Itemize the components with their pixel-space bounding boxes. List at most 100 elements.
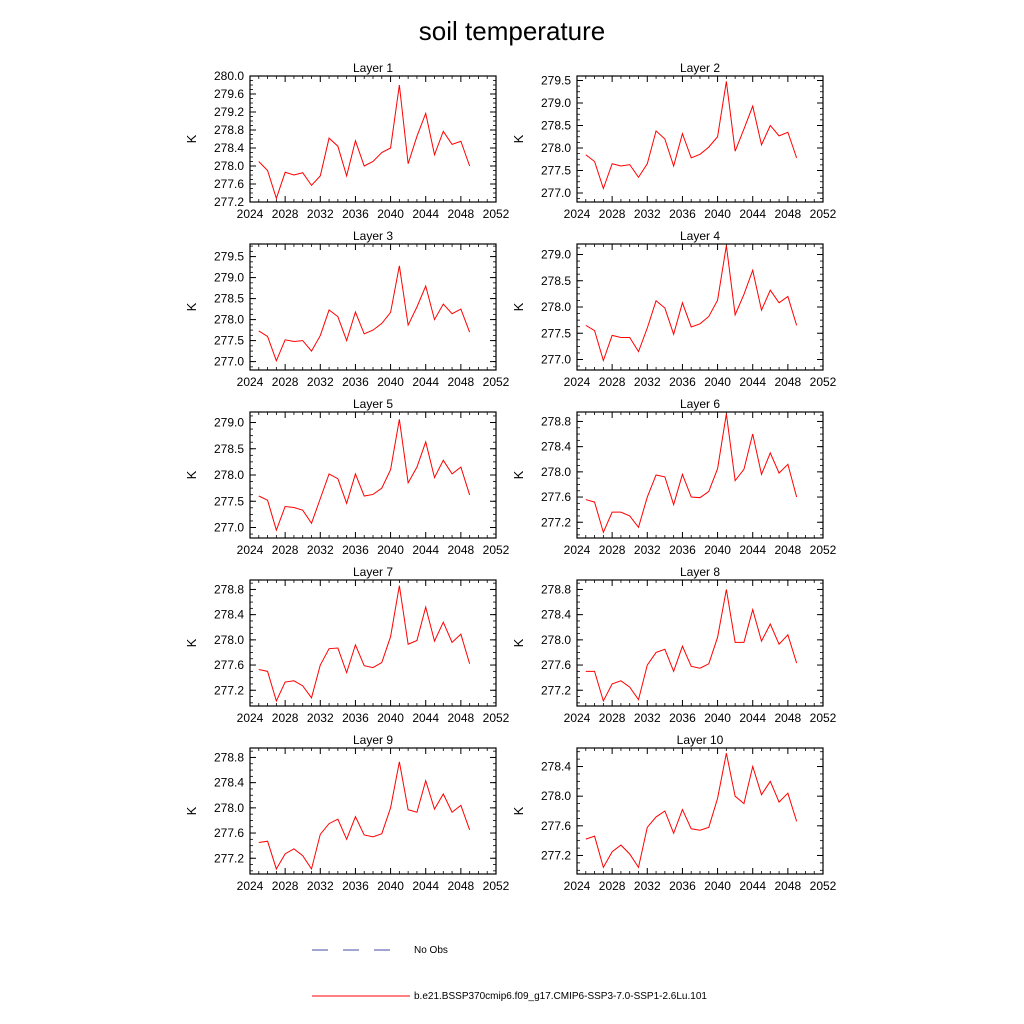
y-axis-label: K	[184, 134, 199, 143]
y-tick-label: 278.4	[541, 760, 571, 774]
series-line	[585, 245, 798, 363]
x-tick-label: 2044	[739, 543, 766, 557]
x-tick-label: 2040	[377, 207, 404, 221]
x-tick-label: 2028	[272, 711, 299, 725]
x-tick-label: 2040	[704, 375, 731, 389]
x-tick-label: 2032	[307, 207, 334, 221]
x-tick-label: 2032	[634, 207, 661, 221]
y-tick-label: 278.0	[214, 801, 244, 815]
x-tick-label: 2036	[669, 711, 696, 725]
y-tick-label: 279.0	[214, 416, 244, 430]
x-tick-label: 2024	[237, 711, 264, 725]
y-tick-label: 277.6	[541, 819, 571, 833]
y-tick-label: 277.6	[214, 658, 244, 672]
y-tick-label: 277.2	[541, 515, 571, 529]
x-tick-label: 2052	[483, 543, 510, 557]
series-line	[258, 585, 471, 703]
x-tick-label: 2044	[412, 711, 439, 725]
x-tick-label: 2024	[237, 375, 264, 389]
x-tick-label: 2036	[669, 879, 696, 893]
plot-frame	[576, 243, 824, 371]
x-tick-label: 2048	[775, 207, 802, 221]
y-tick-label: 277.2	[214, 851, 244, 865]
y-tick-label: 278.5	[214, 442, 244, 456]
x-tick-label: 2032	[634, 543, 661, 557]
x-tick-label: 2028	[599, 375, 626, 389]
panel-title: Layer 3	[353, 229, 393, 243]
y-tick-label: 279.5	[541, 74, 571, 88]
x-tick-label: 2032	[307, 879, 334, 893]
x-tick-label: 2040	[704, 207, 731, 221]
x-tick-label: 2036	[342, 879, 369, 893]
legend-label-no-obs: No Obs	[414, 945, 448, 956]
plot-frame	[576, 747, 824, 875]
x-tick-label: 2024	[237, 207, 264, 221]
y-tick-label: 279.5	[214, 250, 244, 264]
y-tick-label: 278.4	[541, 608, 571, 622]
panel-title: Layer 4	[680, 229, 720, 243]
y-tick-label: 277.6	[214, 177, 244, 191]
y-tick-label: 278.0	[541, 633, 571, 647]
x-tick-label: 2052	[810, 543, 837, 557]
y-tick-label: 279.0	[541, 96, 571, 110]
y-tick-label: 278.4	[214, 776, 244, 790]
x-tick-label: 2028	[272, 543, 299, 557]
y-tick-label: 278.4	[541, 440, 571, 454]
panel-layer-10: Layer 10 K 2024 2028 2032 2036 2040 2044 2048 205…	[511, 733, 837, 893]
y-axis-label: K	[511, 806, 526, 815]
x-tick-label: 2052	[810, 375, 837, 389]
x-tick-label: 2032	[307, 711, 334, 725]
x-tick-label: 2032	[307, 543, 334, 557]
x-tick-label: 2040	[377, 375, 404, 389]
legend: No Obs b.e21.BSSP370cmip6.f09_g17.CMIP6-S…	[312, 945, 707, 1002]
panel-title: Layer 5	[353, 397, 393, 411]
x-tick-label: 2048	[775, 711, 802, 725]
panel-title: Layer 1	[353, 61, 393, 75]
y-tick-label: 277.0	[214, 355, 244, 369]
y-tick-label: 278.8	[214, 582, 244, 596]
y-tick-label: 277.2	[541, 683, 571, 697]
x-tick-label: 2032	[634, 711, 661, 725]
panel-title: Layer 2	[680, 61, 720, 75]
y-tick-label: 278.0	[541, 300, 571, 314]
series-line	[585, 413, 798, 534]
panel-title: Layer 10	[677, 733, 724, 747]
x-tick-label: 2044	[739, 711, 766, 725]
panel-layer-6: Layer 6 K 2024 2028 2032 2036 2040 2044 2048 2052…	[511, 397, 837, 557]
y-tick-label: 278.5	[214, 292, 244, 306]
y-axis-label: K	[511, 470, 526, 479]
y-tick-label: 279.6	[214, 87, 244, 101]
x-tick-label: 2048	[448, 543, 475, 557]
x-tick-label: 2048	[448, 711, 475, 725]
y-tick-label: 278.8	[541, 582, 571, 596]
x-tick-label: 2024	[564, 543, 591, 557]
plot-frame	[576, 411, 824, 539]
panel-layer-2: Layer 2 K 2024 2028 2032 2036 2040 2044 2048 2052…	[511, 61, 837, 221]
y-tick-label: 277.6	[214, 826, 244, 840]
x-tick-label: 2044	[412, 879, 439, 893]
x-tick-label: 2028	[599, 879, 626, 893]
panel-title: Layer 6	[680, 397, 720, 411]
x-tick-label: 2048	[448, 879, 475, 893]
y-tick-label: 278.0	[541, 789, 571, 803]
x-tick-label: 2024	[564, 711, 591, 725]
panel-layer-1: Layer 1 K 2024 2028 2032 2036 2040 2044 2048 2052…	[184, 61, 510, 221]
y-axis-label: K	[184, 806, 199, 815]
series-line	[258, 84, 471, 201]
plot-frame	[576, 75, 824, 203]
panel-layer-7: Layer 7 K 2024 2028 2032 2036 2040 2044 2048 2052…	[184, 565, 510, 725]
y-axis-label: K	[511, 638, 526, 647]
series-line	[258, 419, 471, 532]
y-tick-label: 278.0	[214, 633, 244, 647]
x-tick-label: 2052	[483, 879, 510, 893]
y-tick-label: 278.8	[214, 123, 244, 137]
y-tick-label: 279.0	[541, 248, 571, 262]
x-tick-label: 2028	[599, 711, 626, 725]
x-tick-label: 2044	[412, 543, 439, 557]
series-line	[258, 265, 471, 363]
y-tick-label: 277.0	[541, 353, 571, 367]
y-tick-label: 278.4	[214, 608, 244, 622]
x-tick-label: 2052	[483, 711, 510, 725]
y-tick-label: 277.5	[541, 326, 571, 340]
